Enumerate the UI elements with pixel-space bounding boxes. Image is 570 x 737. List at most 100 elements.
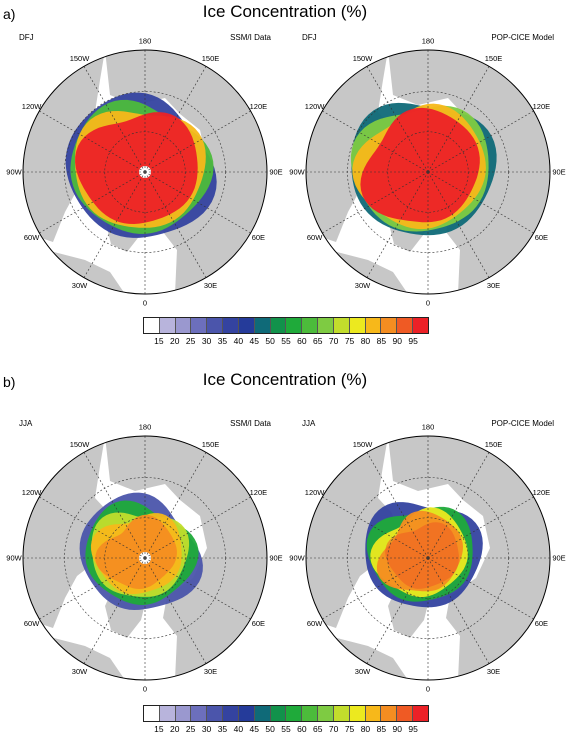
- meridian-line: [322, 110, 429, 173]
- data-source-label: POP-CICE Model: [491, 419, 554, 428]
- colorbar-swatch: [175, 318, 192, 333]
- colorbar-swatch: [159, 706, 176, 721]
- longitude-label-right_lower: 60E: [535, 619, 548, 628]
- meridian-line: [322, 557, 429, 620]
- longitude-label-left_lower: 60W: [24, 233, 40, 242]
- longitude-label-bottom: 0: [143, 685, 147, 694]
- longitude-label-right_upper: 120E: [250, 102, 268, 111]
- colorbar-tick-label: 95: [408, 724, 418, 734]
- season-label: JJA: [302, 419, 316, 428]
- colorbar-swatch: [381, 318, 398, 333]
- colorbar-swatch: [191, 318, 208, 333]
- colorbar-swatch: [381, 706, 398, 721]
- colorbar-swatch: [207, 318, 224, 333]
- colorbar-tick-label: 90: [392, 336, 402, 346]
- colorbar-swatches: [143, 317, 429, 334]
- longitude-label-right: 90E: [269, 168, 282, 177]
- maps-pair: 0 30E 60E 90E 120E 150E 180 150W 120W 90W 60W 30W JJ…: [6, 419, 565, 694]
- colorbar-tick-label: 90: [392, 724, 402, 734]
- colorbar-tick-label: 75: [344, 336, 355, 346]
- longitude-label-bottom: 0: [143, 299, 147, 308]
- longitude-label-left: 90W: [6, 554, 22, 563]
- colorbar-swatch: [159, 318, 176, 333]
- longitude-label-upper_left: 150W: [70, 440, 91, 449]
- meridian-line: [144, 171, 207, 278]
- colorbar-swatch: [365, 706, 382, 721]
- meridian-line: [427, 66, 490, 173]
- colorbar-swatch: [254, 318, 271, 333]
- colorbar-swatch: [144, 706, 160, 721]
- ice-concentration-contour: [360, 107, 480, 223]
- colorbar-swatch: [223, 318, 239, 333]
- longitude-label-right_upper: 120E: [533, 488, 551, 497]
- colorbar-tick-label: 55: [281, 724, 291, 734]
- longitude-label-left: 90W: [289, 554, 305, 563]
- colorbar-tick-label: 40: [233, 724, 244, 734]
- colorbar-labels: 15 20 25 30 35 40 45 50 55 60 65 70 75 80 85 90 95: [143, 334, 429, 346]
- map-border: [22, 435, 268, 681]
- longitude-label-upper_right: 150E: [485, 54, 503, 63]
- colorbar-swatch: [238, 706, 255, 721]
- panel-title: Ice Concentration (%): [202, 370, 368, 389]
- meridian-line: [144, 171, 251, 234]
- longitude-label-lower_left: 30W: [72, 667, 88, 676]
- colorbar-tick-label: 45: [249, 336, 259, 346]
- land-eurasia: [388, 436, 550, 680]
- maps-pair: 0 30E 60E 90E 120E 150E 180 150W 120W 90W 60W 30W DF…: [6, 33, 565, 308]
- meridian-line: [83, 66, 146, 173]
- season-label: JJA: [19, 419, 33, 428]
- colorbar-swatch: [397, 706, 414, 721]
- longitude-label-right: 90E: [269, 554, 282, 563]
- longitude-label-right_lower: 60E: [252, 619, 265, 628]
- meridian-line: [83, 452, 146, 559]
- longitude-label-top: 180: [422, 423, 435, 432]
- colorbar-tick-label: 95: [408, 336, 418, 346]
- longitude-label-bottom: 0: [426, 685, 430, 694]
- colorbar-swatch: [413, 318, 428, 333]
- longitude-label-upper_left: 150W: [353, 440, 374, 449]
- data-source-label: SSM/I Data: [230, 419, 271, 428]
- colorbar-swatch: [191, 706, 208, 721]
- polar-map: 0 30E 60E 90E 120E 150E 180 150W 120W 90W 60W 30W JJ…: [289, 419, 565, 694]
- colorbar-tick-label: 65: [313, 336, 323, 346]
- longitude-label-right_upper: 120E: [250, 488, 268, 497]
- colorbar-swatch: [318, 318, 334, 333]
- colorbar: 15 20 25 30 35 40 45 50 55 60 65 70 75 80 85 90 95: [143, 705, 429, 734]
- longitude-label-right_upper: 120E: [533, 102, 551, 111]
- longitude-label-left_upper: 120W: [305, 102, 326, 111]
- meridian-line: [144, 110, 251, 173]
- colorbar-swatch: [318, 706, 334, 721]
- colorbar-tick-label: 70: [328, 724, 339, 734]
- longitude-label-lower_right: 30E: [204, 667, 217, 676]
- longitude-label-left_lower: 60W: [307, 619, 323, 628]
- longitude-label-right_lower: 60E: [535, 233, 548, 242]
- colorbar-tick-label: 60: [297, 724, 307, 734]
- meridian-line: [83, 171, 146, 278]
- longitude-label-left_upper: 120W: [22, 102, 43, 111]
- panel-b: b) Ice Concentration (%) 0 30E 60E 90E 120E 1…: [0, 368, 570, 737]
- longitude-label-bottom: 0: [426, 299, 430, 308]
- meridian-line: [144, 557, 207, 664]
- colorbar-swatch: [302, 706, 319, 721]
- longitude-label-lower_right: 30E: [204, 281, 217, 290]
- longitude-label-upper_right: 150E: [485, 440, 503, 449]
- meridian-line: [39, 110, 146, 173]
- map-border: [22, 49, 268, 295]
- colorbar-tick-label: 35: [217, 336, 228, 346]
- polar-map: 0 30E 60E 90E 120E 150E 180 150W 120W 90W 60W 30W DF…: [289, 33, 565, 308]
- longitude-label-right_lower: 60E: [252, 233, 265, 242]
- colorbar: 15 20 25 30 35 40 45 50 55 60 65 70 75 80 85 90 95: [143, 317, 429, 346]
- meridian-line: [144, 66, 207, 173]
- longitude-label-left: 90W: [6, 168, 22, 177]
- colorbar-labels: 15 20 25 30 35 40 45 50 55 60 65 70 75 80 85 90 95: [143, 722, 429, 734]
- colorbar-swatch: [413, 706, 428, 721]
- colorbar-tick-label: 30: [201, 724, 212, 734]
- colorbar-swatch: [397, 318, 414, 333]
- longitude-label-top: 180: [139, 423, 152, 432]
- land-eurasia: [388, 50, 550, 294]
- colorbar-swatch: [349, 318, 366, 333]
- colorbar-tick-label: 45: [249, 724, 259, 734]
- longitude-label-lower_left: 30W: [355, 667, 371, 676]
- longitude-label-right: 90E: [552, 554, 565, 563]
- meridian-line: [427, 110, 534, 173]
